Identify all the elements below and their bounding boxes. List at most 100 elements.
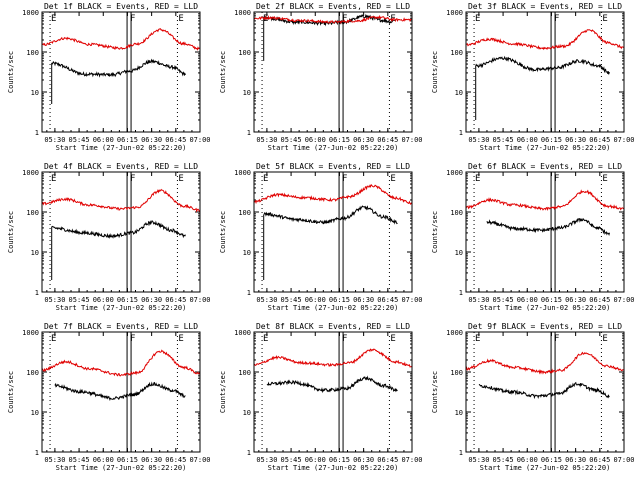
marker-label-f: F <box>554 174 559 184</box>
x-tick-label: 07:00 <box>613 136 634 144</box>
plot-frame <box>41 11 201 133</box>
x-tick-label: 05:30 <box>256 296 277 304</box>
x-tick-label: 07:00 <box>401 296 422 304</box>
y-tick-label: 1000 <box>22 329 39 337</box>
x-tick-label: 06:30 <box>353 456 374 464</box>
y-tick-label: 1 <box>459 449 463 457</box>
y-axis-label: Counts/sec <box>219 51 227 93</box>
panel-title: Det 2f BLACK = Events, RED = LLD <box>256 2 410 11</box>
x-tick-label: 06:30 <box>565 136 586 144</box>
x-tick-label: 05:30 <box>468 136 489 144</box>
y-tick-label: 100 <box>450 209 463 217</box>
x-tick-label: 06:45 <box>589 136 610 144</box>
x-tick-label: 06:30 <box>565 456 586 464</box>
marker-label-e: E <box>475 14 480 24</box>
events-series-line <box>54 381 186 402</box>
x-tick-label: 06:15 <box>117 296 138 304</box>
lld-series-line <box>465 29 625 51</box>
x-axis-label: Start Time (27-Jun-02 05:22:20) <box>480 144 611 152</box>
marker-label-f: F <box>342 14 347 24</box>
events-series-line <box>486 217 610 237</box>
plot-frame <box>465 331 625 453</box>
x-tick-label: 06:30 <box>353 136 374 144</box>
panel-title: Det 3f BLACK = Events, RED = LLD <box>468 2 622 11</box>
marker-label-e: E <box>475 334 480 344</box>
events-series-line <box>475 55 610 120</box>
x-tick-label: 06:00 <box>93 136 114 144</box>
plot-frame <box>253 331 413 453</box>
y-axis-label: Counts/sec <box>219 371 227 413</box>
lld-series-line <box>41 349 201 377</box>
panel-det-9: Det 9f BLACK = Events, RED = LLD E F E 05:30… <box>431 322 635 472</box>
x-tick-label: 06:45 <box>165 296 186 304</box>
x-tick-label: 05:45 <box>69 456 90 464</box>
x-tick-label: 07:00 <box>613 296 634 304</box>
x-tick-label: 05:45 <box>69 296 90 304</box>
events-series-line <box>263 13 393 61</box>
panel-det-8: Det 8f BLACK = Events, RED = LLD E F E 05:30… <box>219 322 423 472</box>
y-tick-label: 100 <box>26 49 39 57</box>
y-tick-label: 1000 <box>446 9 463 17</box>
y-tick-label: 100 <box>238 49 251 57</box>
marker-label-e: E <box>178 14 183 24</box>
x-tick-label: 07:00 <box>401 136 422 144</box>
y-axis-label: Counts/sec <box>219 211 227 253</box>
y-tick-label: 100 <box>26 369 39 377</box>
lld-series-line <box>253 348 413 368</box>
x-tick-label: 06:00 <box>517 296 538 304</box>
x-tick-label: 05:45 <box>281 136 302 144</box>
y-tick-label: 10 <box>243 89 251 97</box>
x-tick-label: 06:30 <box>141 136 162 144</box>
y-axis-label: Counts/sec <box>7 371 15 413</box>
marker-label-f: F <box>130 14 135 24</box>
y-axis-label: Counts/sec <box>431 371 439 413</box>
lld-series-line <box>41 28 200 51</box>
events-series-line <box>51 220 186 280</box>
x-tick-label: 06:00 <box>517 456 538 464</box>
x-tick-label: 06:45 <box>377 456 398 464</box>
x-tick-label: 06:45 <box>377 296 398 304</box>
x-tick-label: 06:15 <box>117 136 138 144</box>
events-series-line <box>263 205 398 280</box>
x-tick-label: 06:30 <box>353 296 374 304</box>
x-tick-label: 06:45 <box>165 456 186 464</box>
marker-label-e: E <box>475 174 480 184</box>
y-tick-label: 100 <box>450 49 463 57</box>
y-tick-label: 1 <box>459 129 463 137</box>
lld-series-line <box>253 14 413 25</box>
x-axis-label: Start Time (27-Jun-02 05:22:20) <box>480 464 611 472</box>
plot-frame <box>253 171 413 293</box>
events-series-line <box>266 375 398 394</box>
y-tick-label: 10 <box>455 249 463 257</box>
x-tick-label: 06:15 <box>541 456 562 464</box>
plot-frame <box>41 171 201 293</box>
x-tick-label: 06:00 <box>93 456 114 464</box>
marker-label-e: E <box>51 14 56 24</box>
x-tick-label: 05:30 <box>256 456 277 464</box>
events-series-line <box>478 381 610 400</box>
x-tick-label: 06:15 <box>329 136 350 144</box>
x-axis-label: Start Time (27-Jun-02 05:22:20) <box>268 464 399 472</box>
x-tick-label: 05:30 <box>44 456 65 464</box>
y-tick-label: 1 <box>459 289 463 297</box>
x-tick-label: 05:45 <box>493 456 514 464</box>
x-tick-label: 06:00 <box>305 456 326 464</box>
panel-det-3: Det 3f BLACK = Events, RED = LLD E F E 05:30… <box>431 2 635 152</box>
panel-title: Det 8f BLACK = Events, RED = LLD <box>256 322 410 331</box>
x-tick-label: 06:45 <box>377 136 398 144</box>
y-tick-label: 1 <box>247 449 251 457</box>
panel-title: Det 9f BLACK = Events, RED = LLD <box>468 322 622 331</box>
x-tick-label: 05:30 <box>44 296 65 304</box>
x-tick-label: 06:15 <box>541 136 562 144</box>
x-tick-label: 06:00 <box>93 296 114 304</box>
x-tick-label: 07:00 <box>613 456 634 464</box>
x-tick-label: 06:15 <box>117 456 138 464</box>
events-series-line <box>51 58 186 104</box>
panel-det-7: Det 7f BLACK = Events, RED = LLD E F E 05:30… <box>7 322 211 472</box>
y-tick-label: 1 <box>247 289 251 297</box>
y-tick-label: 10 <box>31 89 39 97</box>
marker-label-e: E <box>51 334 56 344</box>
y-tick-label: 1 <box>35 289 39 297</box>
panel-title: Det 5f BLACK = Events, RED = LLD <box>256 162 410 171</box>
